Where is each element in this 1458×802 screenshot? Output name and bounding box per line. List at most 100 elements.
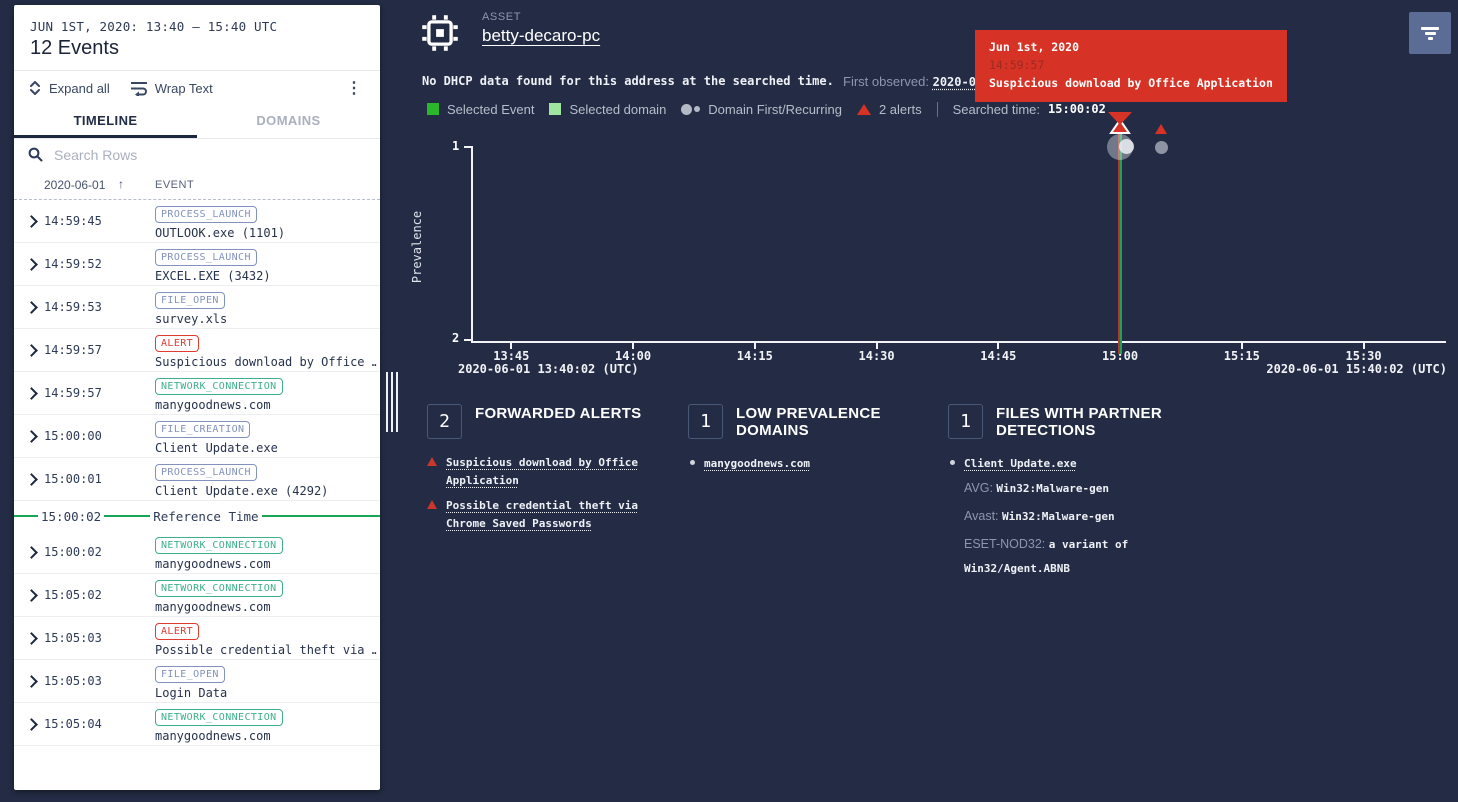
- event-row[interactable]: 15:05:03 FILE_OPEN Login Data: [14, 660, 380, 703]
- domain-dots-icon: [681, 103, 701, 115]
- event-row[interactable]: 15:00:00 FILE_CREATION Client Update.exe: [14, 415, 380, 458]
- expand-all-button[interactable]: Expand all: [28, 80, 110, 96]
- filter-button[interactable]: [1409, 12, 1451, 54]
- alert-marker[interactable]: [1154, 122, 1168, 140]
- event-time: 15:00:02: [44, 545, 102, 559]
- event-time: 14:59:45: [44, 214, 102, 228]
- search-row: [14, 139, 380, 170]
- tooltip-caret: [1108, 112, 1133, 125]
- chevron-right-icon[interactable]: [25, 632, 38, 645]
- detection-engine-label: ESET-NOD32:: [964, 536, 1049, 551]
- section-item-body: Client Update.exe AVG: Win32:Malware-gen A…: [964, 454, 1172, 580]
- chevron-right-icon[interactable]: [25, 589, 38, 602]
- kebab-menu-icon[interactable]: ⋮: [346, 80, 362, 97]
- section-header: 2 FORWARDED ALERTS: [427, 404, 688, 439]
- event-cell: PROCESS_LAUNCH Client Update.exe (4292): [155, 462, 377, 498]
- search-input[interactable]: [52, 145, 276, 164]
- chevron-right-icon[interactable]: [25, 718, 38, 731]
- event-type-badge: FILE_CREATION: [155, 421, 251, 438]
- event-text: EXCEL.EXE (3432): [155, 269, 271, 283]
- event-row[interactable]: 14:59:53 FILE_OPEN survey.xls: [14, 286, 380, 329]
- section-count: 1: [688, 404, 723, 439]
- section-item-link[interactable]: Client Update.exe: [964, 456, 1077, 470]
- event-row[interactable]: 14:59:52 PROCESS_LAUNCH EXCEL.EXE (3432): [14, 243, 380, 286]
- event-type-badge: FILE_OPEN: [155, 666, 225, 683]
- legend-label: Selected Event: [447, 101, 535, 117]
- expand-vertical-icon: [30, 81, 40, 95]
- event-row[interactable]: 15:00:01 PROCESS_LAUNCH Client Update.exe …: [14, 458, 380, 501]
- alert-marker[interactable]: [1108, 117, 1131, 141]
- wrap-text-button[interactable]: Wrap Text: [130, 81, 213, 96]
- first-observed-label: First observed:: [843, 74, 929, 89]
- section-item-body: manygoodnews.com: [704, 454, 810, 472]
- section-items: Suspicious download by Office Applicatio…: [427, 453, 688, 532]
- section-item-link[interactable]: manygoodnews.com: [704, 456, 810, 470]
- cpu-chip-icon: [420, 13, 460, 58]
- event-cell: NETWORK_CONNECTION manygoodnews.com: [155, 376, 377, 412]
- section-header: 1 FILES WITH PARTNER DETECTIONS: [948, 404, 1248, 440]
- event-row[interactable]: 14:59:45 PROCESS_LAUNCH OUTLOOK.exe (1101): [14, 200, 380, 243]
- asset-name-link[interactable]: betty-decaro-pc: [482, 26, 601, 45]
- chevron-right-icon[interactable]: [25, 301, 38, 314]
- summary-section: 1 LOW PREVALENCE DOMAINS manygoodnews.com: [688, 404, 948, 587]
- event-type-badge: ALERT: [155, 623, 200, 640]
- chevron-right-icon[interactable]: [25, 430, 38, 443]
- x-tick-label: 14:15: [736, 349, 773, 363]
- event-row[interactable]: 15:05:03 ALERT Possible credential theft v…: [14, 617, 380, 660]
- event-row[interactable]: 15:05:02 NETWORK_CONNECTION manygoodnews.c…: [14, 574, 380, 617]
- legend-label: Selected domain: [569, 101, 667, 117]
- detection-value: Win32:Malware-gen: [1001, 509, 1115, 523]
- summary-section: 1 FILES WITH PARTNER DETECTIONS Client Upd…: [948, 404, 1248, 587]
- x-tick-label: 14:00: [615, 349, 652, 363]
- search-icon: [28, 147, 43, 162]
- chevron-right-icon[interactable]: [25, 675, 38, 688]
- x-axis-tick: [1240, 343, 1243, 349]
- event-row[interactable]: 14:59:57 NETWORK_CONNECTION manygoodnews.c…: [14, 372, 380, 415]
- event-row[interactable]: 14:59:57 ALERT Suspicious download by Offi…: [14, 329, 380, 372]
- legend-divider: [936, 101, 938, 117]
- x-tick-label: 14:30: [858, 349, 895, 363]
- section-count: 2: [427, 404, 462, 439]
- chevron-right-icon[interactable]: [25, 258, 38, 271]
- legend-item: Domain First/Recurring: [681, 102, 842, 117]
- x-tick-label: 15:30: [1345, 349, 1382, 363]
- section-item: Suspicious download by Office Applicatio…: [427, 453, 688, 489]
- summary-section: 2 FORWARDED ALERTS Suspicious download by …: [427, 404, 688, 587]
- chevron-right-icon[interactable]: [25, 344, 38, 357]
- chevron-right-icon[interactable]: [25, 473, 38, 486]
- event-text: Possible credential theft via …: [155, 643, 377, 657]
- tab-domains[interactable]: DOMAINS: [256, 112, 321, 128]
- legend-item: Selected domain: [549, 102, 666, 117]
- chevron-right-icon[interactable]: [25, 546, 38, 559]
- reference-label: Reference Time: [153, 508, 259, 524]
- y-tick-label-2: 2: [452, 331, 460, 345]
- domain-recurring-dot[interactable]: [1154, 141, 1168, 154]
- event-type-badge: NETWORK_CONNECTION: [155, 580, 283, 597]
- alert-tooltip: Jun 1st, 2020 14:59:57 Suspicious downlo…: [975, 30, 1287, 102]
- x-axis-line: [471, 341, 1446, 343]
- chevron-right-icon[interactable]: [25, 387, 38, 400]
- event-text: manygoodnews.com: [155, 600, 271, 614]
- event-type-badge: PROCESS_LAUNCH: [155, 206, 257, 223]
- chevron-right-icon[interactable]: [25, 215, 38, 228]
- event-time: 15:05:04: [44, 717, 102, 731]
- event-cell: NETWORK_CONNECTION manygoodnews.com: [155, 707, 377, 743]
- x-tick-label: 15:15: [1223, 349, 1260, 363]
- panel-resize-handle[interactable]: [386, 372, 398, 432]
- legend-label: 2 alerts: [878, 101, 922, 117]
- alert-triangle-icon: [427, 457, 437, 466]
- section-item-link[interactable]: Suspicious download by Office Applicatio…: [446, 456, 639, 488]
- event-type-badge: PROCESS_LAUNCH: [155, 464, 257, 481]
- arrow-up-icon[interactable]: ↑: [118, 177, 124, 191]
- reference-line: [261, 515, 380, 517]
- event-row[interactable]: 15:00:02 NETWORK_CONNECTION manygoodnews.c…: [14, 531, 380, 574]
- section-item-link[interactable]: Possible credential theft via Chrome Sav…: [446, 499, 639, 531]
- panel-header: JUN 1ST, 2020: 13:40 – 15:40 UTC 12 Even…: [14, 5, 380, 71]
- event-row[interactable]: 15:05:04 NETWORK_CONNECTION manygoodnews.c…: [14, 703, 380, 746]
- event-type-badge: FILE_OPEN: [155, 292, 225, 309]
- section-item: Client Update.exe AVG: Win32:Malware-gen A…: [948, 454, 1248, 580]
- searched-time-value: 15:00:02: [1048, 102, 1106, 116]
- tab-timeline[interactable]: TIMELINE: [14, 105, 197, 138]
- domain-recurring-dot[interactable]: [1119, 139, 1135, 154]
- section-items: Client Update.exe AVG: Win32:Malware-gen A…: [948, 454, 1248, 580]
